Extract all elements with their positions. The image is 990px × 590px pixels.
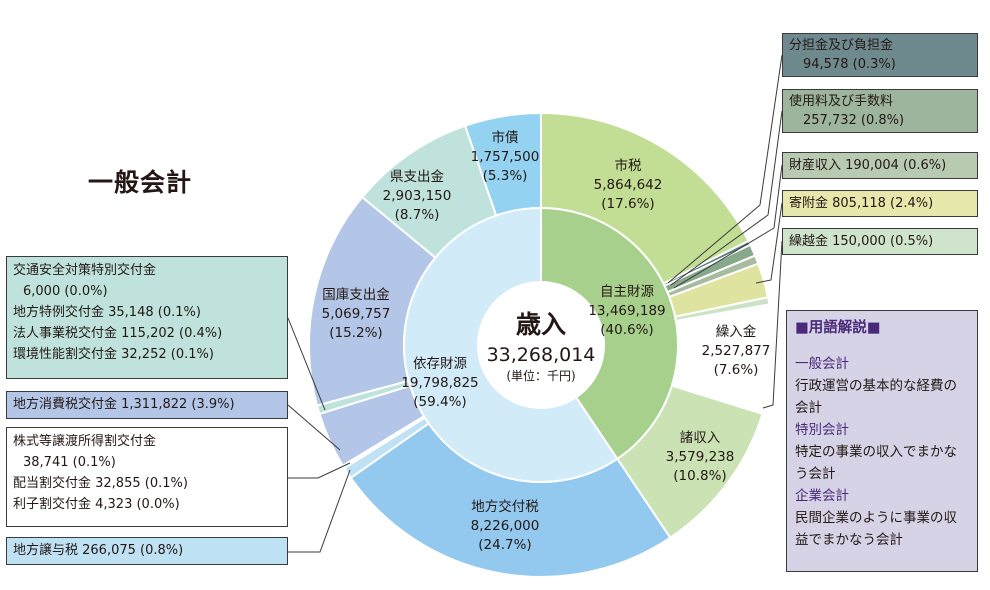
label-national-subsidy-value: 5,069,757 [322, 306, 391, 322]
label-city-tax-name: 市税 [615, 157, 643, 174]
callout-line-6 [287, 404, 341, 451]
glossary-title: ■用語解説■ [795, 320, 881, 336]
donations-line: 寄附金 805,118 (2.4%) [789, 196, 934, 211]
burden-charges-label: 分担金及び負担金 [789, 38, 894, 53]
minor-grant-line-3: 地方特例交付金 35,148 (0.1%) [13, 305, 201, 320]
label-transfers-in-name: 繰入金 [716, 324, 757, 340]
page-title: 一般会計 [88, 168, 193, 197]
inner-label-own-value: 13,469,189 [588, 303, 665, 319]
usage-fees-value: 257,732 (0.8%) [803, 113, 905, 128]
burden-charges-box: 分担金及び負担金 94,578 (0.3%) [782, 33, 978, 77]
glossary-desc-enterprise: 民間企業のように事業の収益でまかなう会計 [795, 510, 957, 548]
label-municipal-bonds-value: 1,757,500 [471, 149, 540, 165]
dividend-grants-box: 株式等譲渡所得割交付金 38,741 (0.1%) 配当割交付金 32,855 … [6, 427, 288, 527]
glossary-desc-general: 行政運営の基本的な経費の会計 [795, 378, 957, 416]
label-misc-income-value: 3,579,238 [666, 449, 735, 465]
callout-line-7 [288, 462, 351, 479]
usage-fees-label: 使用料及び手数料 [789, 94, 894, 109]
property-income-box: 財産収入 190,004 (0.6%) [782, 152, 978, 179]
usage-fees-box: 使用料及び手数料 257,732 (0.8%) [782, 89, 978, 133]
carryover-line: 繰越金 150,000 (0.5%) [789, 234, 934, 249]
minor-grant-line-5: 環境性能割交付金 32,252 (0.1%) [13, 347, 214, 362]
label-misc-income-pct: (10.8%) [673, 468, 726, 484]
glossary-desc-special: 特定の事業の収入でまかなう会計 [795, 444, 957, 482]
label-city-tax-pct: (17.6%) [601, 196, 654, 212]
minor-grant-line-1: 交通安全対策特別交付金 [13, 263, 157, 278]
label-local-allocation-tax-pct: (24.7%) [478, 537, 531, 553]
consumption-tax-box: 地方消費税交付金 1,311,822 (3.9%) [6, 391, 288, 419]
callout-line-4 [762, 240, 783, 409]
callout-line-0 [667, 54, 783, 284]
label-municipal-bonds-name: 市債 [492, 129, 519, 146]
donations-box: 寄附金 805,118 (2.4%) [782, 190, 978, 217]
center-label: 歳入 [516, 310, 566, 339]
label-prefectural-subsidy-pct: (8.7%) [395, 207, 440, 223]
label-prefectural-subsidy-name: 県支出金 [390, 169, 444, 185]
inner-label-dependent-pct: (59.4%) [413, 394, 466, 410]
callout-line-5 [287, 317, 326, 411]
callout-line-3 [755, 202, 783, 284]
minor-grants-box: 交通安全対策特別交付金 6,000 (0.0%) 地方特例交付金 35,148 … [6, 256, 288, 379]
inner-label-own-name: 自主財源 [600, 284, 654, 300]
label-misc-income-name: 諸収入 [680, 430, 721, 446]
transfer-tax-line: 地方譲与税 266,075 (0.8%) [13, 543, 184, 558]
inner-label-dependent-value: 19,798,825 [401, 375, 478, 391]
consumption-tax-line: 地方消費税交付金 1,311,822 (3.9%) [13, 397, 235, 412]
label-transfers-in-value: 2,527,877 [702, 343, 771, 359]
glossary-panel: ■用語解説■ 一般会計 行政運営の基本的な経費の会計 特別会計 特定の事業の収入… [786, 310, 978, 572]
label-local-allocation-tax-name: 地方交付税 [471, 498, 539, 515]
label-prefectural-subsidy-value: 2,903,150 [383, 188, 452, 204]
label-national-subsidy-name: 国庫支出金 [322, 287, 390, 303]
callout-line-1 [670, 110, 783, 286]
dividend-line-1: 株式等譲渡所得割交付金 [13, 434, 157, 449]
label-city-tax-value: 5,864,642 [594, 177, 663, 193]
center-disc [477, 281, 605, 409]
label-transfers-in-pct: (7.6%) [714, 362, 759, 378]
burden-charges-value: 94,578 (0.3%) [803, 57, 896, 72]
minor-grant-line-2: 6,000 (0.0%) [23, 284, 108, 299]
dividend-line-4: 利子割交付金 4,323 (0.0%) [13, 497, 180, 512]
inner-label-own-pct: (40.6%) [600, 322, 653, 338]
property-income-line: 財産収入 190,004 (0.6%) [789, 158, 947, 173]
inner-slice-0 [540, 206, 679, 461]
minor-grant-line-4: 法人事業税交付金 115,202 (0.4%) [13, 326, 223, 341]
callout-line-8 [288, 469, 351, 553]
transfer-tax-box: 地方譲与税 266,075 (0.8%) [6, 537, 288, 565]
carryover-box: 繰越金 150,000 (0.5%) [782, 228, 978, 255]
dividend-line-3: 配当割交付金 32,855 (0.1%) [13, 476, 188, 491]
center-unit: (単位：千円) [506, 368, 575, 383]
callout-line-2 [673, 164, 783, 289]
label-national-subsidy-pct: (15.2%) [329, 325, 382, 341]
glossary-term-special: 特別会計 [795, 422, 849, 438]
glossary-term-enterprise: 企業会計 [795, 488, 849, 504]
center-total: 33,268,014 [487, 344, 596, 366]
dividend-line-2: 38,741 (0.1%) [23, 455, 116, 470]
label-municipal-bonds-pct: (5.3%) [483, 168, 528, 184]
glossary-term-general: 一般会計 [795, 356, 849, 372]
inner-label-dependent-name: 依存財源 [413, 356, 467, 372]
label-local-allocation-tax-value: 8,226,000 [471, 518, 540, 534]
